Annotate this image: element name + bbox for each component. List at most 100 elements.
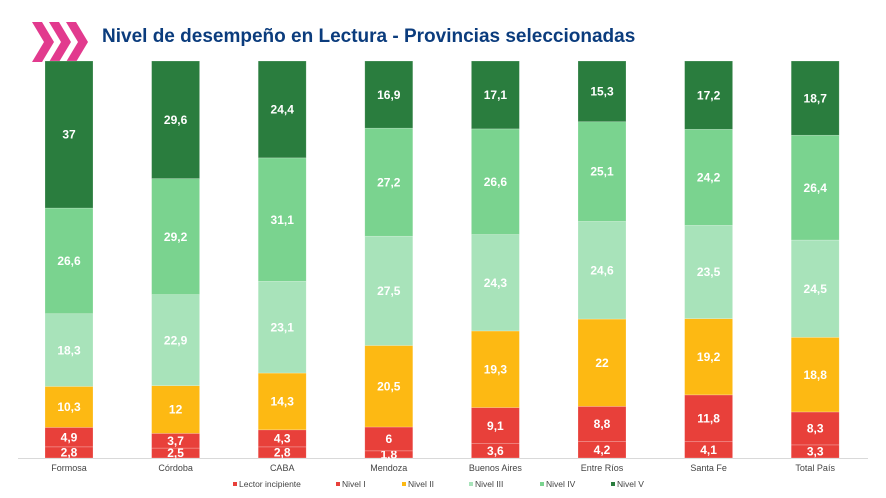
data-label: 8,3: [807, 422, 824, 436]
data-label: 37: [62, 128, 76, 142]
data-label: 19,3: [484, 362, 508, 376]
legend-label: Nivel I: [342, 479, 366, 489]
legend-label: Lector incipiente: [239, 479, 301, 489]
data-label: 23,1: [271, 320, 295, 334]
bar-segment-3: [257, 281, 307, 374]
legend-label: Nivel II: [408, 479, 434, 489]
data-label: 18,8: [804, 368, 828, 382]
bar-segment-3: [364, 235, 414, 346]
data-label: 10,3: [57, 400, 81, 414]
bar-segment-2: [471, 330, 520, 408]
data-label: 24,3: [484, 276, 508, 290]
bar-segment-3: [471, 234, 520, 332]
bar-segment-3: [577, 221, 627, 320]
bar-segment-5: [364, 60, 414, 129]
bar-segment-0: [257, 446, 307, 459]
data-label: 17,2: [697, 88, 721, 102]
data-label: 26,4: [804, 181, 828, 195]
data-label: 22,9: [164, 333, 188, 347]
category-label: Córdoba: [158, 463, 193, 473]
data-label: 8,8: [594, 417, 611, 431]
bar-segment-2: [684, 318, 733, 396]
bar-segment-5: [684, 60, 733, 130]
data-label: 29,2: [164, 230, 188, 244]
legend-swatch: [336, 482, 340, 486]
bar-segment-2: [257, 372, 307, 431]
legend-swatch: [611, 482, 615, 486]
legend-swatch: [402, 482, 406, 486]
data-label: 4,1: [700, 443, 717, 457]
bar-segment-4: [577, 121, 627, 222]
chevrons-logo-icon: [32, 22, 88, 62]
data-label: 3,6: [487, 444, 504, 458]
data-label: 4,3: [274, 432, 291, 446]
data-label: 26,6: [484, 175, 508, 189]
data-label: 20,5: [377, 379, 401, 393]
legend-label: Nivel V: [617, 479, 644, 489]
data-label: 18,3: [57, 343, 81, 357]
data-label: 27,2: [377, 175, 401, 189]
data-label: 1,8: [380, 448, 397, 462]
bar-segment-1: [471, 407, 520, 445]
data-label: 6: [385, 432, 392, 446]
data-label: 23,5: [697, 265, 721, 279]
data-label: 2,8: [274, 446, 291, 460]
data-label: 9,1: [487, 419, 504, 433]
bar-segment-5: [257, 60, 307, 159]
legend-swatch: [469, 482, 473, 486]
data-label: 15,3: [590, 85, 614, 99]
bar-segment-1: [577, 406, 627, 442]
bar-segment-3: [44, 313, 94, 387]
bar-segment-4: [151, 178, 200, 295]
data-label: 24,5: [804, 282, 828, 296]
data-label: 4,2: [594, 443, 611, 457]
bar-segment-5: [151, 60, 200, 179]
data-label: 22: [595, 356, 609, 370]
bar-segment-2: [577, 318, 627, 407]
data-label: 17,1: [484, 88, 508, 102]
data-label: 24,6: [590, 263, 614, 277]
bar-segment-3: [684, 225, 733, 319]
data-label: 16,9: [377, 88, 401, 102]
data-label: 26,6: [57, 254, 81, 268]
category-label: Entre Ríos: [581, 463, 624, 473]
bar-segment-2: [44, 386, 94, 428]
data-label: 11,8: [697, 411, 720, 425]
category-label: Formosa: [51, 463, 87, 473]
data-label: 14,3: [271, 395, 295, 409]
data-label: 12: [169, 403, 183, 417]
legend-swatch: [540, 482, 544, 486]
bar-segment-4: [364, 127, 414, 237]
data-label: 29,6: [164, 113, 188, 127]
legend-label: Nivel III: [475, 479, 503, 489]
bar-segment-5: [44, 60, 94, 209]
data-label: 31,1: [271, 213, 295, 227]
bar-segment-4: [257, 157, 307, 282]
bar-segment-4: [790, 134, 840, 241]
data-label: 4,9: [61, 430, 78, 444]
data-label: 18,7: [804, 91, 828, 105]
category-label: Santa Fe: [690, 463, 727, 473]
legend-label: Nivel IV: [546, 479, 576, 489]
category-label: Total País: [795, 463, 835, 473]
legend-swatch: [233, 482, 237, 486]
category-label: Buenos Aires: [469, 463, 523, 473]
data-label: 27,5: [377, 284, 401, 298]
data-label: 2,8: [61, 446, 78, 460]
bar-segment-4: [471, 128, 520, 235]
bar-segment-5: [577, 60, 627, 123]
data-label: 25,1: [590, 165, 614, 179]
data-label: 2,5: [167, 446, 184, 460]
bar-segment-1: [684, 394, 733, 443]
category-label: CABA: [270, 463, 295, 473]
bar-segment-5: [471, 60, 520, 130]
category-label: Mendoza: [370, 463, 407, 473]
chart-title: Nivel de desempeño en Lectura - Provinci…: [102, 26, 636, 47]
data-label: 3,7: [167, 434, 184, 448]
data-label: 24,4: [271, 103, 295, 117]
bar-segment-4: [684, 128, 733, 226]
bar-segment-3: [151, 294, 200, 386]
bar-segment-5: [790, 60, 840, 136]
data-label: 24,2: [697, 170, 721, 184]
